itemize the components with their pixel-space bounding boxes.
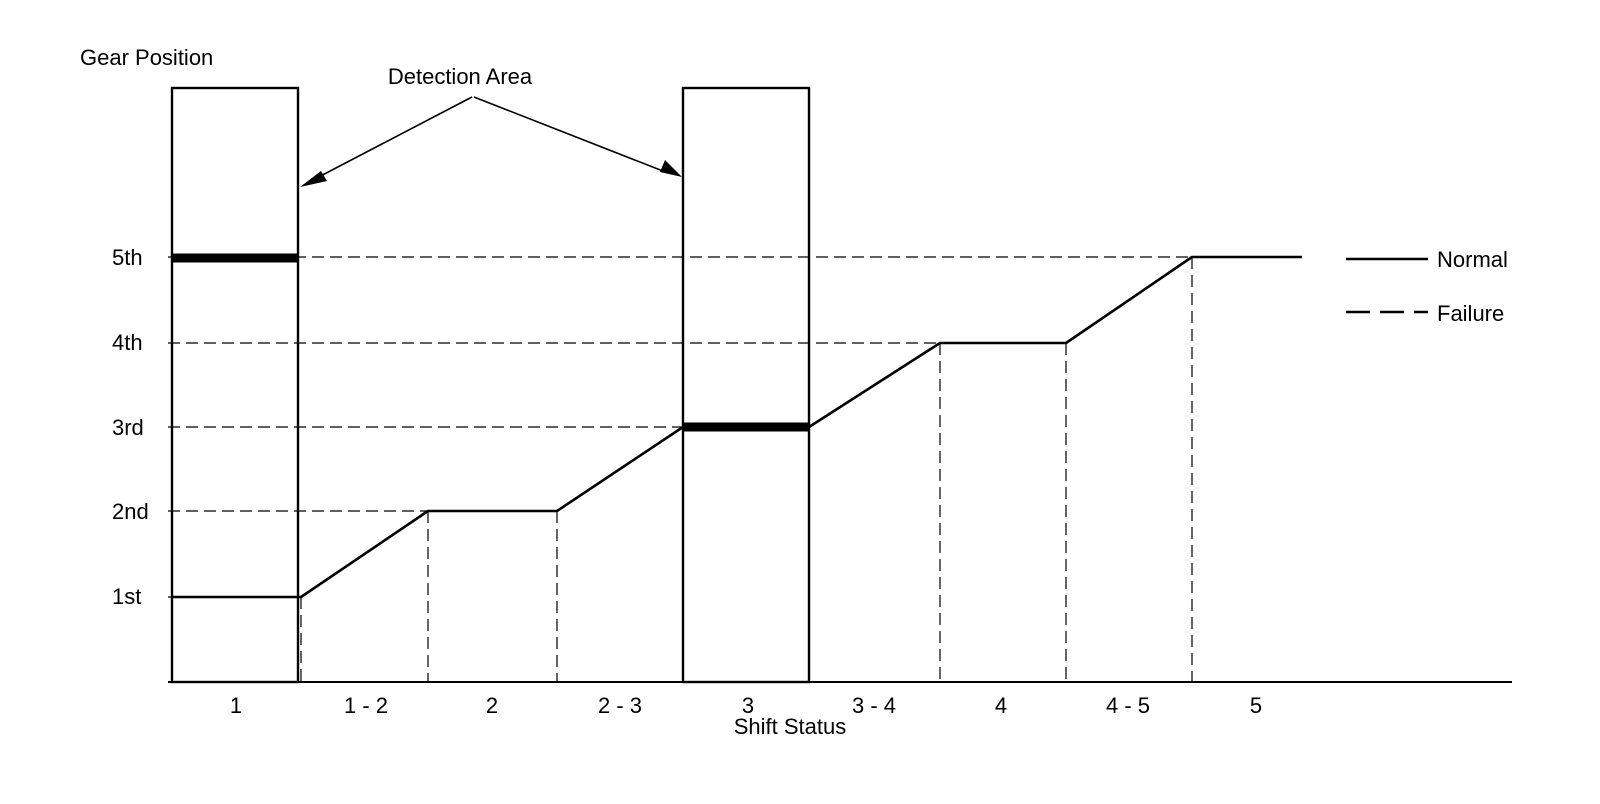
legend-normal-label: Normal <box>1437 247 1508 272</box>
x-tick-4-5: 4 - 5 <box>1106 693 1150 718</box>
x-tick-1-2: 1 - 2 <box>344 693 388 718</box>
detection-arrow-right-head <box>660 160 682 177</box>
detection-arrows <box>310 96 669 182</box>
x-tick-5: 5 <box>1250 693 1262 718</box>
y-tick-5th: 5th <box>112 245 143 270</box>
y-tick-2nd: 2nd <box>112 499 149 524</box>
detection-box-1 <box>170 86 300 684</box>
x-ticks: 1 1 - 2 2 2 - 3 3 3 - 4 4 4 - 5 5 <box>230 693 1262 718</box>
detection-area-label: Detection Area <box>388 64 533 89</box>
y-axis-title: Gear Position <box>80 45 213 70</box>
x-tick-2-3: 2 - 3 <box>598 693 642 718</box>
x-tick-2: 2 <box>486 693 498 718</box>
detection-arrow-right-line <box>473 96 669 174</box>
x-tick-4: 4 <box>995 693 1007 718</box>
y-ticks: 5th 4th 3rd 2nd 1st <box>112 245 149 609</box>
detection-arrow-left-line <box>310 96 473 182</box>
detection-arrow-left-head <box>300 171 327 187</box>
y-tick-3rd: 3rd <box>112 415 144 440</box>
gear-guides <box>168 256 1192 598</box>
legend: Normal Failure <box>1346 247 1508 326</box>
x-axis-title: Shift Status <box>734 714 847 739</box>
normal-line <box>172 255 1302 599</box>
x-tick-1: 1 <box>230 693 242 718</box>
y-tick-1st: 1st <box>112 584 141 609</box>
legend-failure-label: Failure <box>1437 301 1504 326</box>
shift-guides <box>300 257 1193 682</box>
x-tick-3: 3 <box>742 693 754 718</box>
x-tick-3-4: 3 - 4 <box>852 693 896 718</box>
detection-box-3 <box>681 86 811 684</box>
y-tick-4th: 4th <box>112 330 143 355</box>
